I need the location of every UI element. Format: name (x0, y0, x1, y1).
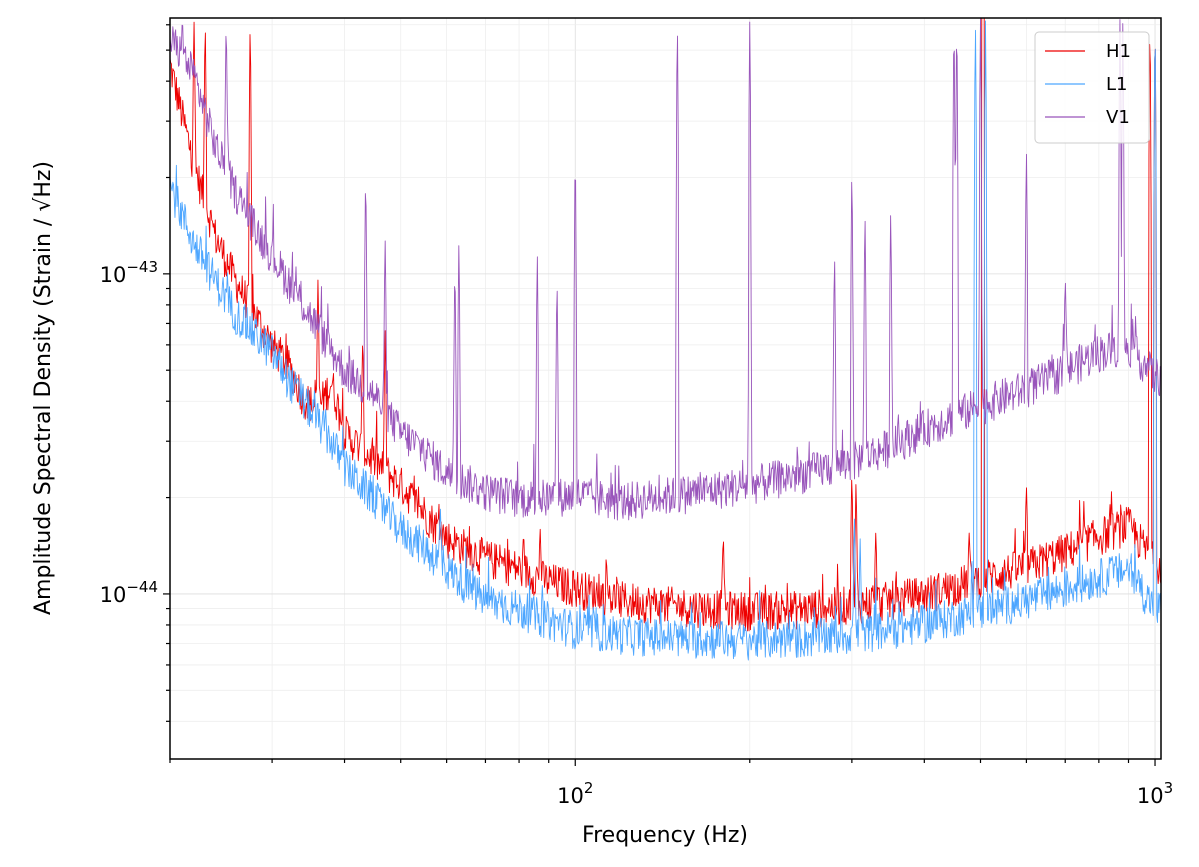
y-tick-label: 10−43 (100, 258, 158, 287)
legend: H1 L1 V1 (1034, 31, 1150, 144)
series-line-l1 (170, 20, 1161, 661)
series-line-h1 (170, 18, 1161, 632)
legend-label-l1: L1 (1106, 74, 1127, 95)
x-tick-label: 102 (557, 779, 593, 808)
x-axis-label: Frequency (Hz) (582, 823, 748, 848)
tick-labels: 102 103 10−44 10−43 (100, 258, 1174, 808)
y-axis-label: Amplitude Spectral Density (Strain / √Hz… (31, 161, 56, 615)
y-tick-label: 10−44 (100, 578, 158, 607)
series-group (170, 18, 1161, 661)
ticks (163, 24, 1156, 766)
legend-label-h1: H1 (1106, 41, 1131, 62)
legend-box (1034, 31, 1150, 144)
series-line-v1 (170, 18, 1161, 521)
x-tick-label: 103 (1137, 779, 1173, 808)
plot-frame (169, 17, 1162, 760)
legend-label-v1: V1 (1106, 107, 1130, 128)
